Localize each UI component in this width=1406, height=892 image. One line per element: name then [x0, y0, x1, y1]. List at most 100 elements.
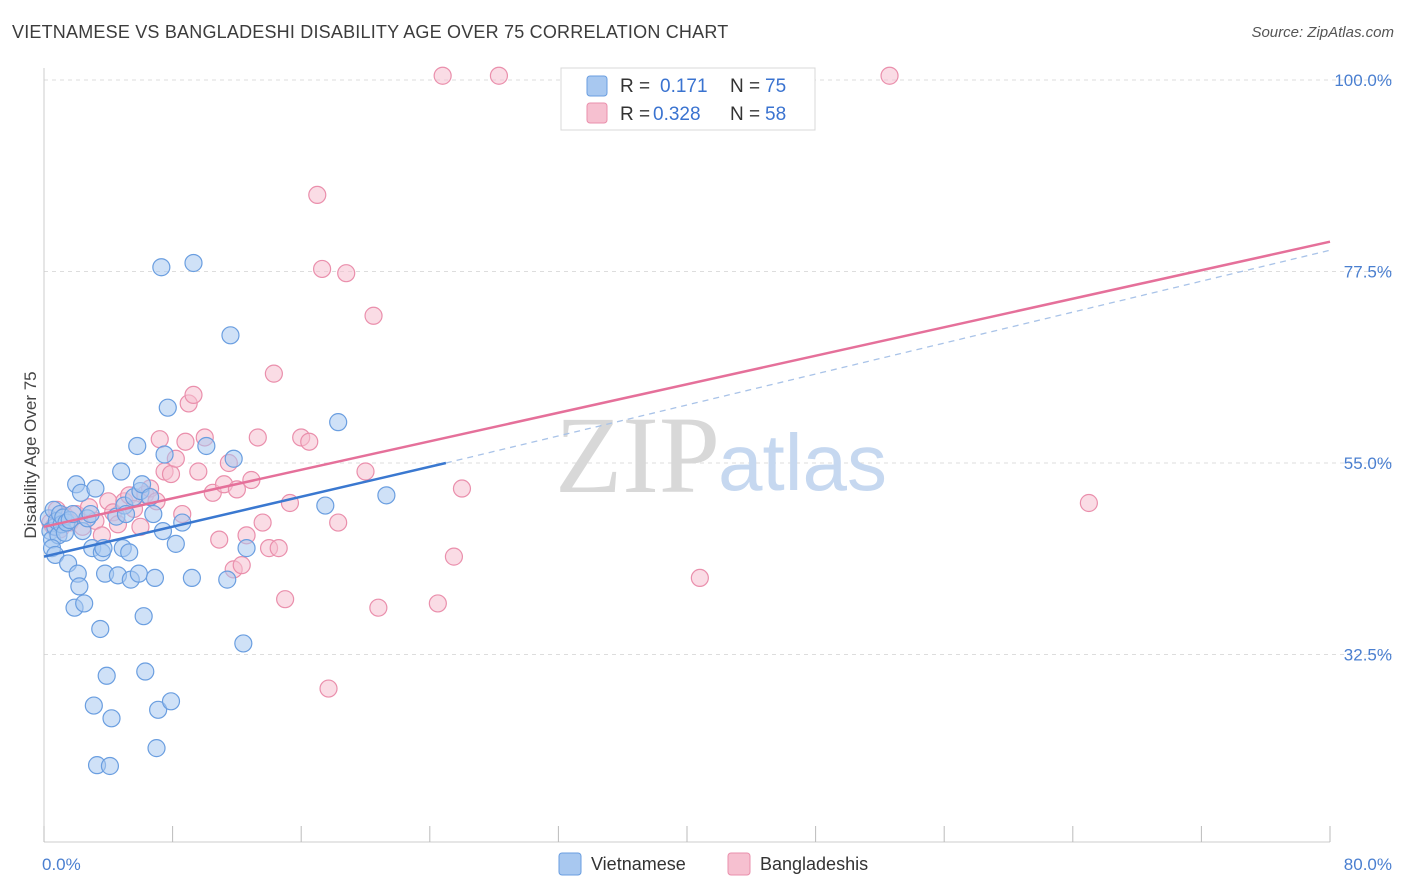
vietnamese-point [158, 398, 177, 417]
bangladeshi-point [1079, 493, 1098, 513]
vietnamese-point [234, 634, 253, 653]
legend-swatch-vietnamese [586, 75, 608, 97]
vietnamese-point [182, 568, 201, 588]
watermark-zip: ZIP [555, 394, 720, 516]
vietnamese-point [161, 692, 181, 711]
vietnamese-point [197, 436, 216, 456]
y-tick-label: 32.5% [1344, 646, 1392, 665]
vietnamese-point [91, 619, 110, 639]
bangladeshi-point [489, 66, 509, 85]
vietnamese-point [100, 756, 120, 776]
vietnamese-point [166, 534, 185, 553]
vietnamese-point [129, 564, 148, 583]
bangladeshi-point [161, 464, 181, 484]
bottom-legend-vietnamese: Vietnamese [591, 854, 686, 874]
stats-legend: R = 0.171 N = 75 R = 0.328 N = 58 [560, 67, 816, 131]
chart-title: VIETNAMESE VS BANGLADESHI DISABILITY AGE… [12, 22, 729, 42]
legend-r-label-1: R = [620, 76, 650, 97]
trend-lines [43, 240, 1331, 558]
bangladeshi-point [210, 530, 229, 549]
y-tick-labels: 32.5% 55.0% 77.5% 100.0% [1334, 71, 1392, 665]
y-tick-label: 100.0% [1334, 71, 1392, 90]
vietnamese-point [221, 326, 240, 345]
bangladeshi-point [184, 385, 203, 405]
source-label: Source: ZipAtlas.com [1251, 24, 1394, 41]
vietnamese-points [39, 253, 396, 776]
legend-r-label-2: R = [620, 104, 650, 125]
bangladeshi-point [329, 513, 348, 532]
bangladeshi-point [276, 590, 295, 609]
bangladeshi-point [176, 432, 195, 451]
vietnamese-point [75, 594, 94, 613]
bangladeshi-point [444, 547, 464, 566]
vietnamese-point [70, 577, 89, 596]
y-tick-label: 55.0% [1344, 454, 1392, 473]
bangladeshi-point [150, 430, 169, 449]
bangladeshi-point [300, 432, 319, 451]
watermark: ZIP atlas [555, 394, 887, 516]
bangladeshi-point [189, 462, 208, 481]
legend-n-value-1: 75 [765, 76, 786, 97]
bangladeshi-point [308, 185, 327, 204]
legend-r-value-1: 0.171 [660, 76, 708, 97]
vietnamese-point [147, 739, 166, 758]
vietnamese-trend-line [43, 461, 447, 558]
bangladeshi-point [880, 66, 899, 85]
vietnamese-point [84, 696, 103, 715]
bangladeshi-point [269, 539, 288, 558]
vietnamese-point [112, 462, 131, 481]
x-tick-label-max: 80.0% [1344, 855, 1392, 874]
bangladeshi-point [312, 259, 332, 279]
vietnamese-point [152, 258, 171, 277]
vietnamese-point [377, 486, 396, 505]
vietnamese-point [224, 449, 243, 468]
series-legend: Vietnamese Bangladeshis [558, 852, 868, 876]
bangladeshi-point [690, 568, 709, 588]
vietnamese-point [136, 662, 155, 681]
bangladeshi-point [433, 66, 452, 85]
vietnamese-point [102, 709, 121, 728]
axes [43, 68, 1331, 843]
bangladeshi-point [364, 306, 383, 325]
vietnamese-point [155, 445, 174, 464]
bangladeshi-point [452, 479, 472, 498]
vietnamese-point [120, 543, 139, 562]
bangladeshi-point [369, 598, 388, 617]
bangladeshi-point [253, 513, 272, 532]
vietnamese-trend-extension [445, 249, 1331, 464]
vietnamese-point [145, 568, 165, 588]
bangladeshi-point [337, 264, 356, 283]
y-tick-label: 77.5% [1344, 263, 1392, 282]
x-tick-label-min: 0.0% [42, 855, 81, 874]
vietnamese-point [97, 666, 116, 685]
legend-n-value-2: 58 [765, 104, 786, 125]
bangladeshi-point [232, 556, 251, 575]
bangladeshi-point [264, 364, 283, 383]
vietnamese-point [149, 700, 168, 719]
bangladeshi-points [41, 66, 1098, 698]
vietnamese-point [134, 607, 153, 626]
y-axis-label: Disability Age Over 75 [21, 371, 40, 538]
vietnamese-point [184, 253, 203, 273]
vietnamese-point [329, 413, 348, 432]
legend-n-label-1: N = [730, 76, 760, 97]
vietnamese-point [316, 496, 335, 515]
bangladeshi-point [248, 428, 267, 447]
bangladeshi-point [428, 594, 447, 613]
bottom-legend-swatch-bangladeshis [727, 852, 751, 876]
vietnamese-point [218, 570, 237, 589]
watermark-atlas: atlas [718, 418, 887, 507]
bangladeshi-point [356, 462, 375, 481]
bangladeshi-trend-line [43, 240, 1331, 529]
bottom-legend-swatch-vietnamese [558, 852, 582, 876]
vietnamese-point [144, 504, 163, 524]
vietnamese-point [237, 539, 256, 558]
legend-n-label-2: N = [730, 104, 760, 125]
vietnamese-point [128, 436, 147, 456]
bottom-legend-bangladeshis: Bangladeshis [760, 854, 868, 874]
bangladeshi-point [319, 679, 338, 698]
vietnamese-point [86, 479, 105, 498]
legend-swatch-bangladeshi [586, 102, 608, 124]
legend-r-value-2: 0.328 [653, 104, 701, 125]
